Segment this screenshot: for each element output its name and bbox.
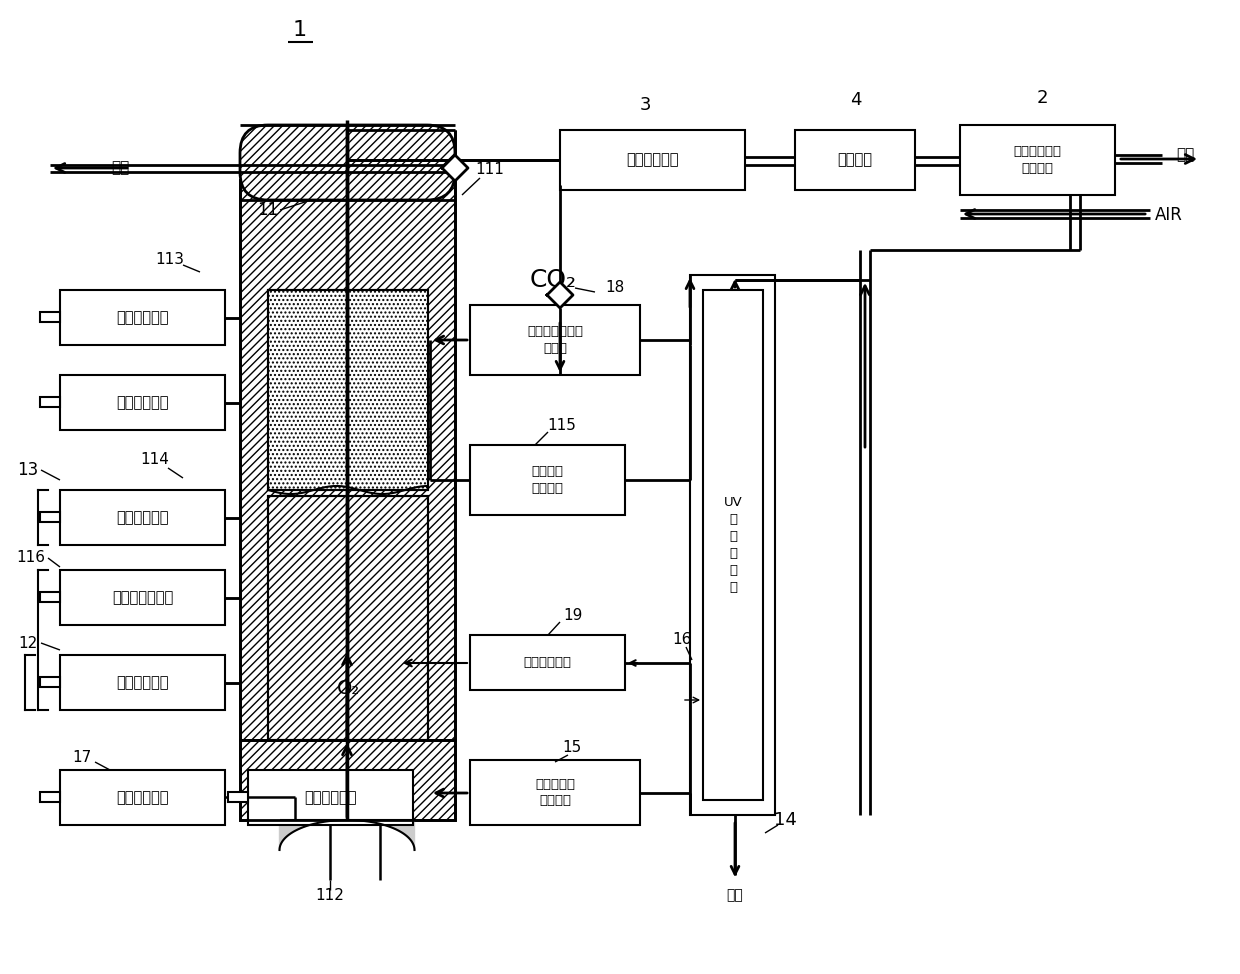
Text: 气液分离模块: 气液分离模块 — [626, 153, 678, 168]
Text: 15: 15 — [563, 740, 582, 756]
Bar — [470, 635, 625, 690]
Bar — [40, 512, 60, 522]
Text: 19: 19 — [563, 608, 583, 622]
Text: 排气: 排气 — [727, 888, 743, 902]
Text: 116: 116 — [16, 550, 45, 566]
Text: 氧气提供模块: 氧气提供模块 — [117, 790, 169, 805]
Text: 18: 18 — [605, 281, 625, 295]
Text: 11: 11 — [258, 201, 279, 219]
Bar — [703, 290, 763, 800]
Bar — [268, 496, 428, 740]
Bar — [241, 740, 455, 820]
Bar — [470, 305, 640, 375]
Bar — [60, 490, 224, 545]
Bar — [40, 792, 60, 802]
Text: 水样导入模块: 水样导入模块 — [117, 675, 169, 690]
Bar — [60, 655, 224, 710]
Text: 16: 16 — [672, 632, 692, 648]
FancyBboxPatch shape — [241, 125, 455, 200]
Bar — [960, 125, 1115, 195]
Text: 17: 17 — [72, 750, 92, 765]
Bar — [60, 375, 224, 430]
Text: 药剂提供模块: 药剂提供模块 — [117, 510, 169, 525]
Bar — [470, 445, 625, 515]
Text: O₂: O₂ — [336, 679, 360, 697]
Text: 定量排液模块: 定量排液模块 — [117, 395, 169, 410]
Bar — [689, 275, 775, 815]
Text: 待氧化溶液
提供模块: 待氧化溶液 提供模块 — [534, 777, 575, 807]
Text: 排气: 排气 — [1176, 147, 1194, 163]
Bar — [470, 760, 640, 825]
Bar — [228, 792, 248, 802]
Text: 排气: 排气 — [110, 161, 129, 175]
Text: 13: 13 — [17, 461, 38, 479]
Bar — [60, 770, 224, 825]
Text: 纯水提供模块: 纯水提供模块 — [523, 656, 572, 669]
Text: 1: 1 — [293, 20, 308, 40]
Text: CO₂: CO₂ — [529, 268, 577, 292]
Text: 非分布式红外
线分析仪: 非分布式红外 线分析仪 — [1013, 145, 1061, 175]
Text: 113: 113 — [155, 252, 185, 268]
Bar — [60, 570, 224, 625]
Polygon shape — [279, 820, 414, 850]
Text: 挥发性有机物提
供模块: 挥发性有机物提 供模块 — [527, 325, 583, 355]
Bar — [60, 290, 224, 345]
Text: 冷却模块: 冷却模块 — [837, 153, 873, 168]
Bar — [268, 290, 428, 490]
Bar — [268, 496, 428, 740]
Polygon shape — [547, 282, 573, 308]
Bar — [40, 677, 60, 687]
Text: 溶液定量
储存模块: 溶液定量 储存模块 — [532, 465, 563, 495]
Text: UV
光
提
供
模
块: UV 光 提 供 模 块 — [724, 496, 743, 594]
Text: 3: 3 — [640, 96, 651, 114]
Text: 2: 2 — [1037, 89, 1048, 107]
Text: 111: 111 — [476, 163, 505, 177]
Text: 114: 114 — [140, 453, 170, 468]
Bar — [40, 397, 60, 407]
Text: 过量排液模块: 过量排液模块 — [117, 310, 169, 325]
Bar — [40, 592, 60, 602]
Bar — [795, 130, 915, 190]
Text: AIR: AIR — [1154, 206, 1183, 224]
Bar — [241, 180, 455, 740]
Text: 标准液导入模块: 标准液导入模块 — [112, 590, 174, 605]
Text: 115: 115 — [548, 418, 577, 432]
Bar — [241, 180, 455, 740]
Bar — [40, 312, 60, 322]
Bar — [248, 770, 413, 825]
Bar — [268, 290, 428, 490]
Text: 112: 112 — [315, 887, 345, 903]
Bar — [560, 130, 745, 190]
Bar — [241, 740, 455, 820]
Polygon shape — [441, 155, 467, 181]
Text: 14: 14 — [774, 811, 796, 829]
Text: 12: 12 — [19, 635, 38, 651]
Text: 底部排液模块: 底部排液模块 — [304, 790, 357, 805]
Text: 4: 4 — [851, 91, 862, 109]
